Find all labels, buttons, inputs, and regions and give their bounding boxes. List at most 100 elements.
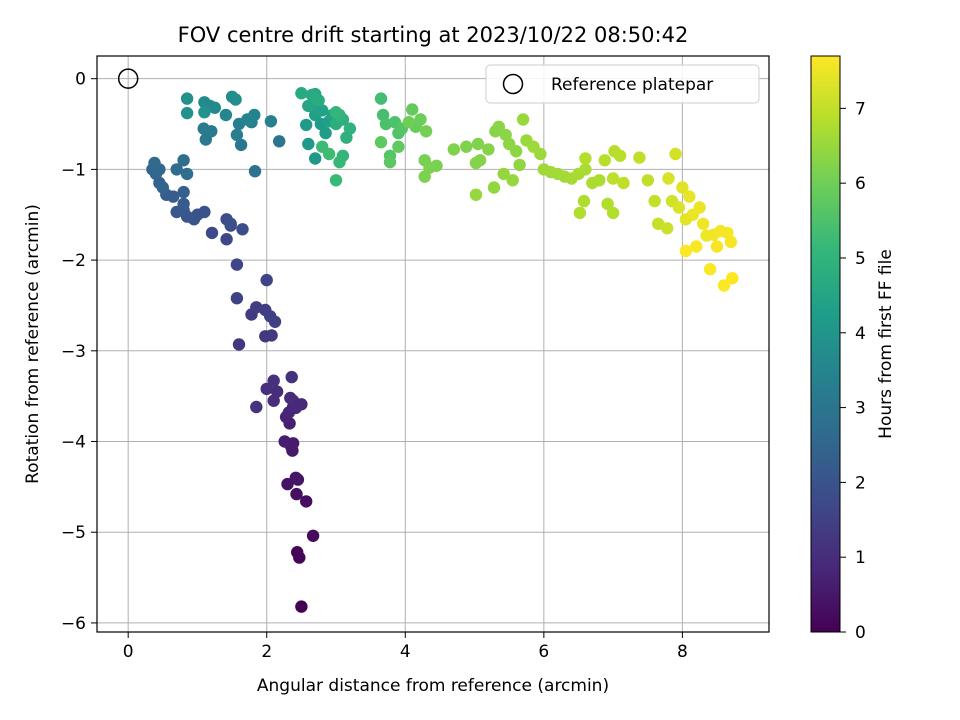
chart-title: FOV centre drift starting at 2023/10/22 … — [178, 23, 689, 47]
data-point — [241, 113, 254, 126]
data-point — [295, 87, 308, 100]
data-point — [648, 194, 661, 208]
data-point — [374, 136, 388, 149]
y-tick-label: 0 — [75, 70, 86, 90]
data-point — [710, 240, 724, 253]
data-point — [577, 194, 591, 208]
data-point — [260, 273, 273, 287]
data-point — [414, 113, 427, 126]
data-point — [473, 154, 487, 167]
data-point — [669, 147, 682, 161]
data-point — [232, 338, 246, 351]
data-point — [290, 487, 303, 501]
data-point — [487, 181, 501, 194]
x-axis-label: Angular distance from reference (arcmin) — [257, 676, 609, 696]
data-point — [306, 529, 320, 542]
data-point — [234, 138, 248, 152]
data-point — [598, 154, 611, 167]
colorbar-tick-label: 7 — [855, 99, 866, 119]
data-point — [513, 158, 526, 172]
data-point — [278, 435, 291, 448]
data-point — [268, 315, 282, 328]
data-point — [406, 103, 419, 116]
legend-marker — [502, 73, 524, 95]
data-point — [419, 125, 433, 138]
data-point — [492, 120, 505, 133]
legend: Reference platepar — [485, 64, 760, 104]
y-tick-label: −6 — [61, 614, 86, 634]
data-point — [267, 374, 280, 387]
data-point — [333, 155, 346, 169]
data-point — [724, 235, 738, 249]
data-point — [527, 140, 540, 153]
data-point — [224, 217, 237, 230]
y-axis-ticks: 0 −1 −2 −3 −4 −5 −6 — [61, 70, 97, 634]
x-tick-label: 4 — [400, 642, 411, 662]
y-tick-label: −1 — [61, 160, 86, 180]
data-point — [260, 382, 273, 396]
data-point — [205, 226, 219, 240]
data-point — [329, 174, 343, 187]
data-point — [482, 143, 495, 156]
y-axis-label: Rotation from reference (arcmin) — [23, 204, 43, 484]
x-tick-label: 8 — [677, 642, 688, 662]
data-point — [497, 167, 510, 181]
data-point — [236, 223, 249, 236]
data-point — [606, 206, 620, 220]
data-point — [300, 118, 313, 132]
x-tick-label: 6 — [538, 642, 549, 662]
colorbar-tick-label: 1 — [855, 548, 866, 568]
data-point — [418, 170, 431, 183]
data-point — [633, 151, 646, 164]
y-tick-label: −2 — [61, 251, 86, 271]
data-point — [460, 140, 473, 153]
legend-label: Reference platepar — [551, 75, 713, 95]
data-point — [289, 471, 302, 484]
data-point — [471, 137, 485, 151]
colorbar-ticks: 0 1 2 3 4 5 6 7 — [840, 99, 866, 643]
data-point — [208, 101, 221, 114]
data-point — [579, 163, 592, 176]
data-point — [676, 181, 689, 194]
colorbar-tick-label: 2 — [855, 473, 866, 493]
data-point — [270, 385, 284, 398]
colorbar-tick-label: 3 — [855, 399, 866, 419]
grid-lines — [97, 56, 769, 632]
data-point — [170, 205, 183, 219]
data-point — [693, 201, 706, 214]
y-tick-label: −3 — [61, 342, 86, 362]
data-point — [197, 122, 210, 135]
plot-frame — [96, 55, 770, 633]
data-point — [198, 106, 211, 119]
y-tick-label: −4 — [61, 433, 86, 453]
data-point — [156, 181, 169, 194]
data-point — [250, 400, 263, 414]
data-point — [506, 174, 519, 187]
data-point — [177, 197, 190, 211]
data-point — [229, 93, 242, 106]
data-point — [402, 116, 415, 129]
data-point — [302, 137, 315, 151]
colorbar-tick-label: 4 — [855, 324, 866, 344]
data-point — [343, 122, 357, 135]
reference-point — [117, 68, 139, 89]
data-point — [302, 99, 315, 113]
data-point — [579, 152, 592, 165]
data-point — [219, 108, 233, 122]
data-point — [177, 154, 190, 167]
data-point — [170, 163, 183, 176]
data-point — [319, 126, 332, 140]
data-point — [717, 279, 731, 292]
data-point — [322, 147, 336, 161]
data-point — [265, 329, 278, 342]
data-point — [601, 197, 614, 211]
x-tick-label: 2 — [261, 642, 272, 662]
data-point — [264, 115, 278, 128]
x-tick-label: 0 — [123, 642, 134, 662]
data-point — [662, 172, 675, 185]
x-axis-ticks: 0 2 4 6 8 — [123, 632, 688, 662]
colorbar-tick-label: 5 — [855, 249, 866, 269]
colorbar-label: Hours from first FF file — [876, 249, 896, 439]
legend-box — [485, 64, 760, 104]
